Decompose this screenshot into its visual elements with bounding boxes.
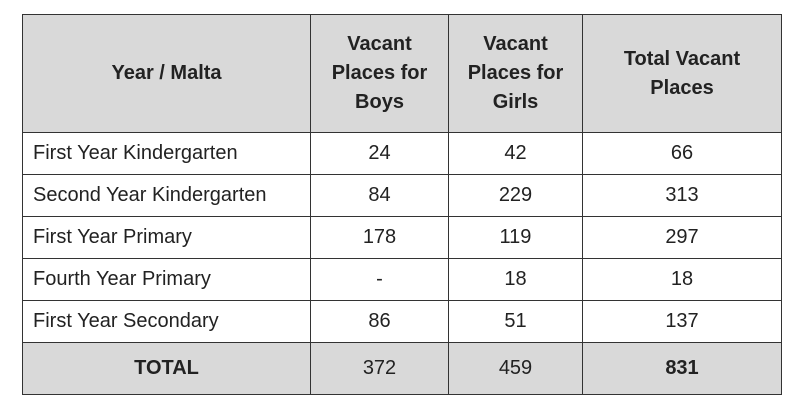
row-label: First Year Primary [22, 216, 311, 259]
total-label: TOTAL [22, 342, 311, 395]
table-row: First Year Kindergarten 24 42 66 [22, 132, 782, 175]
cell-total: 313 [582, 174, 782, 217]
header-boys-line: Vacant [347, 33, 412, 55]
cell-boys: - [310, 258, 449, 301]
row-label: First Year Kindergarten [22, 132, 311, 175]
header-girls: Vacant Places for Girls [448, 14, 583, 133]
total-girls: 459 [448, 342, 583, 395]
header-year: Year / Malta [22, 14, 311, 133]
table-row: First Year Secondary 86 51 137 [22, 300, 782, 343]
header-girls-line: Girls [492, 91, 539, 113]
cell-boys: 86 [310, 300, 449, 343]
cell-total: 66 [582, 132, 782, 175]
vacant-places-table: Year / Malta Vacant Places for Boys Vaca… [22, 14, 782, 395]
header-boys: Vacant Places for Boys [310, 14, 449, 133]
header-total-line: Total Vacant [623, 47, 741, 70]
header-girls-line: Vacant [483, 33, 548, 55]
table-row: First Year Primary 178 119 297 [22, 216, 782, 259]
row-label: Fourth Year Primary [22, 258, 311, 301]
header-boys-line: Places for [331, 62, 428, 84]
row-label: Second Year Kindergarten [22, 174, 311, 217]
cell-girls: 18 [448, 258, 583, 301]
header-total-line: Places [650, 76, 714, 99]
cell-boys: 24 [310, 132, 449, 175]
cell-total: 297 [582, 216, 782, 259]
cell-boys: 178 [310, 216, 449, 259]
cell-girls: 229 [448, 174, 583, 217]
cell-boys: 84 [310, 174, 449, 217]
header-row: Year / Malta Vacant Places for Boys Vaca… [22, 14, 782, 133]
header-total: Total Vacant Places [582, 14, 782, 133]
header-girls-line: Places for [467, 62, 564, 84]
total-boys: 372 [310, 342, 449, 395]
total-all: 831 [582, 342, 782, 395]
row-label: First Year Secondary [22, 300, 311, 343]
cell-girls: 119 [448, 216, 583, 259]
table-row: Second Year Kindergarten 84 229 313 [22, 174, 782, 217]
cell-total: 137 [582, 300, 782, 343]
cell-girls: 51 [448, 300, 583, 343]
table-row: Fourth Year Primary - 18 18 [22, 258, 782, 301]
header-boys-line: Boys [355, 91, 404, 113]
cell-girls: 42 [448, 132, 583, 175]
total-row: TOTAL 372 459 831 [22, 342, 782, 395]
cell-total: 18 [582, 258, 782, 301]
